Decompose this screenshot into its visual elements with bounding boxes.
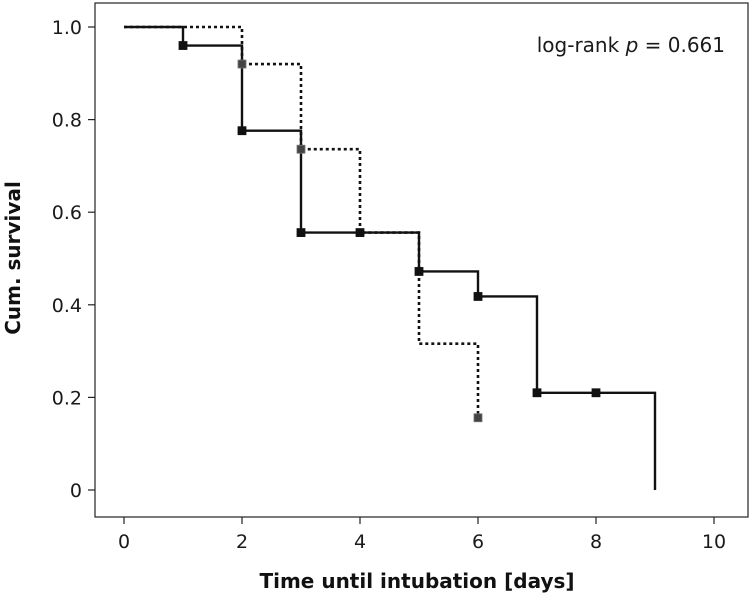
censor-marker-solid	[178, 41, 188, 50]
censor-marker-solid	[414, 267, 424, 276]
censor-marker-dotted	[237, 59, 247, 69]
y-tick-label: 1.0	[52, 17, 82, 39]
censor-marker-solid	[473, 292, 483, 301]
y-tick-label: 0.2	[52, 387, 82, 409]
series-dotted-line	[124, 25, 480, 418]
y-axis-title: Cum. survival	[1, 181, 25, 335]
censor-marker-solid	[237, 126, 247, 136]
x-tick-label: 10	[702, 531, 726, 553]
censor-marker-solid	[591, 388, 601, 398]
censor-marker-dotted	[473, 413, 483, 423]
censor-marker-solid	[355, 228, 365, 237]
plot-border	[94, 2, 749, 518]
plot-frame	[94, 2, 749, 518]
y-tick-label: 0	[70, 480, 82, 502]
x-tick-label: 4	[354, 531, 366, 553]
x-tick-label: 0	[118, 531, 130, 553]
series-solid-line	[124, 25, 657, 490]
censor-marker-solid	[296, 228, 306, 237]
tick-layer: 0 2 4 6 8 10 0 0.2 0.4 0.6 0.8 1.0	[52, 17, 726, 553]
log-rank-annotation: log-rank p = 0.661	[537, 33, 725, 57]
marker-layer	[178, 41, 601, 423]
x-tick-label: 8	[590, 531, 602, 553]
y-tick-label: 0.6	[52, 202, 82, 224]
censor-marker-solid	[532, 388, 542, 398]
x-tick-label: 6	[472, 531, 484, 553]
series-layer	[124, 25, 657, 490]
x-tick-label: 2	[236, 531, 248, 553]
y-tick-label: 0.8	[52, 110, 82, 132]
censor-marker-dotted	[296, 144, 306, 154]
x-axis-title: Time until intubation [days]	[259, 569, 574, 593]
y-tick-label: 0.4	[52, 295, 82, 317]
